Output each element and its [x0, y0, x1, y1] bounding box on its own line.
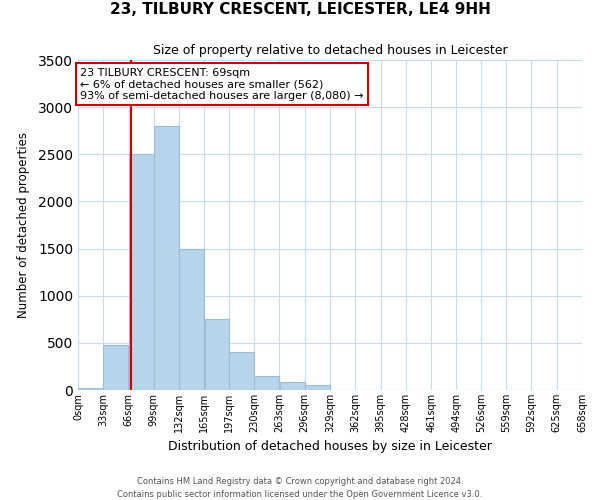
Bar	[154, 126, 179, 390]
Bar	[179, 248, 204, 390]
Bar	[103, 344, 128, 390]
Bar	[280, 382, 305, 390]
Bar	[305, 386, 330, 390]
Text: 23, TILBURY CRESCENT, LEICESTER, LE4 9HH: 23, TILBURY CRESCENT, LEICESTER, LE4 9HH	[110, 2, 490, 18]
Bar	[129, 154, 154, 390]
Y-axis label: Number of detached properties: Number of detached properties	[17, 132, 29, 318]
Text: 23 TILBURY CRESCENT: 69sqm
← 6% of detached houses are smaller (562)
93% of semi: 23 TILBURY CRESCENT: 69sqm ← 6% of detac…	[80, 68, 364, 100]
Bar	[229, 352, 254, 390]
Bar	[78, 388, 103, 390]
Text: Contains HM Land Registry data © Crown copyright and database right 2024.
Contai: Contains HM Land Registry data © Crown c…	[118, 478, 482, 499]
X-axis label: Distribution of detached houses by size in Leicester: Distribution of detached houses by size …	[168, 440, 492, 454]
Bar	[205, 320, 229, 390]
Bar	[254, 376, 279, 390]
Title: Size of property relative to detached houses in Leicester: Size of property relative to detached ho…	[152, 44, 508, 58]
